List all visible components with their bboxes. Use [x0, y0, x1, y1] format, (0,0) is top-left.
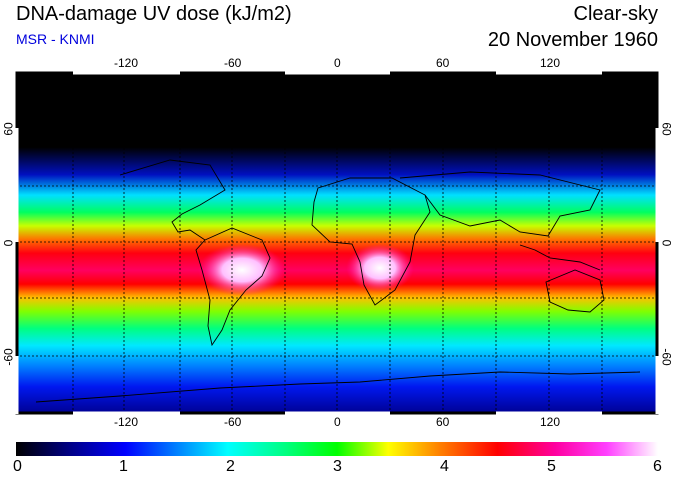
lon-tick-bottom: -60	[224, 415, 242, 429]
colorbar-label: 1	[119, 458, 128, 475]
sky-condition: Clear-sky	[573, 3, 658, 25]
lat-tick-left: -60	[1, 348, 16, 366]
colorbar-label: 0	[13, 458, 22, 475]
colorbar-label: 6	[653, 458, 662, 475]
lat-tick-right: 0	[659, 239, 674, 247]
colorbar-label: 2	[226, 458, 235, 475]
lat-tick-left: 60	[1, 122, 16, 136]
graticule	[16, 72, 658, 414]
source-label: MSR - KNMI	[16, 31, 95, 47]
lon-tick-bottom: 120	[540, 415, 561, 429]
map-title: DNA-damage UV dose (kJ/m2)	[16, 3, 292, 25]
lon-tick-bottom: -120	[114, 415, 139, 429]
colorbar-label: 5	[547, 458, 556, 475]
coastlines	[35, 159, 641, 403]
lat-tick-right: -60	[659, 348, 674, 366]
lon-tick-top: -120	[114, 56, 139, 70]
lon-tick-bottom: 60	[436, 415, 450, 429]
lat-tick-left: 0	[1, 239, 16, 247]
lon-tick-top: 0	[334, 56, 341, 70]
colorbar-label: 3	[333, 458, 342, 475]
lat-tick-right: 60	[659, 122, 674, 136]
hotspot-africa	[346, 244, 414, 292]
lon-tick-top: 120	[540, 56, 561, 70]
map-frame	[15, 71, 659, 415]
hotspot-south-america	[198, 244, 286, 296]
colorbar	[16, 442, 658, 456]
map-date: 20 November 1960	[487, 29, 658, 51]
colorbar-label: 4	[440, 458, 449, 475]
lon-tick-top: 60	[436, 56, 450, 70]
lon-tick-top: -60	[224, 56, 242, 70]
lon-tick-bottom: 0	[334, 415, 341, 429]
